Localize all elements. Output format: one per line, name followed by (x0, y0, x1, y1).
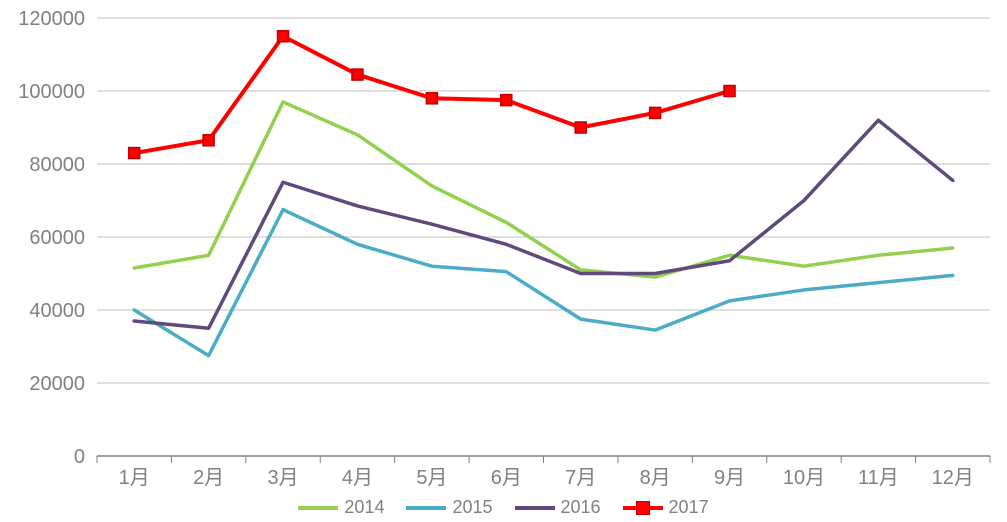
x-tick-label: 2月 (193, 467, 224, 489)
legend-item-2017: 2017 (623, 497, 709, 518)
series-marker-2017 (203, 135, 214, 146)
legend-label: 2017 (669, 497, 709, 518)
x-tick-label: 3月 (267, 467, 298, 489)
y-tick-label: 20000 (29, 373, 85, 395)
line-chart: 0 20000 40000 60000 80000 100000 120000 1月 2月 3月 4… (0, 0, 1007, 522)
chart-svg: 0 20000 40000 60000 80000 100000 120000 1月 2月 3月 4… (0, 0, 1007, 522)
x-tick-label: 5月 (416, 467, 447, 489)
y-tick-label: 100000 (18, 81, 85, 103)
y-tick-label: 0 (74, 446, 85, 468)
legend-swatch (515, 506, 555, 510)
series-marker-2017 (278, 31, 289, 42)
x-tick-label: 10月 (783, 467, 825, 489)
series-marker-2017 (426, 93, 437, 104)
legend-swatch (623, 506, 663, 510)
series-marker-2017 (129, 148, 140, 159)
legend-label: 2015 (452, 497, 492, 518)
legend-item-2014: 2014 (298, 497, 384, 518)
legend-item-2015: 2015 (406, 497, 492, 518)
series-marker-2017 (501, 95, 512, 106)
x-tick-label: 4月 (342, 467, 373, 489)
series-marker-2017 (650, 107, 661, 118)
legend-item-2016: 2016 (515, 497, 601, 518)
y-tick-label: 60000 (29, 227, 85, 249)
x-tick-label: 6月 (491, 467, 522, 489)
legend-swatch (406, 506, 446, 510)
x-tick-label: 12月 (932, 467, 974, 489)
x-tick-label: 7月 (565, 467, 596, 489)
x-tick-label: 11月 (858, 467, 899, 489)
y-tick-label: 120000 (18, 8, 85, 30)
legend-swatch (298, 506, 338, 510)
series-marker-2017 (575, 122, 586, 133)
series-marker-2017 (352, 69, 363, 80)
y-tick-label: 40000 (29, 300, 85, 322)
series-marker-2017 (724, 86, 735, 97)
x-tick-label: 8月 (640, 467, 671, 489)
x-tick-label: 1月 (119, 467, 150, 489)
x-tick-label: 9月 (714, 467, 745, 489)
series-line-2014 (134, 102, 953, 277)
y-tick-label: 80000 (29, 154, 85, 176)
chart-legend: 2014 2015 2016 2017 (0, 497, 1007, 518)
legend-label: 2016 (561, 497, 601, 518)
legend-label: 2014 (344, 497, 384, 518)
